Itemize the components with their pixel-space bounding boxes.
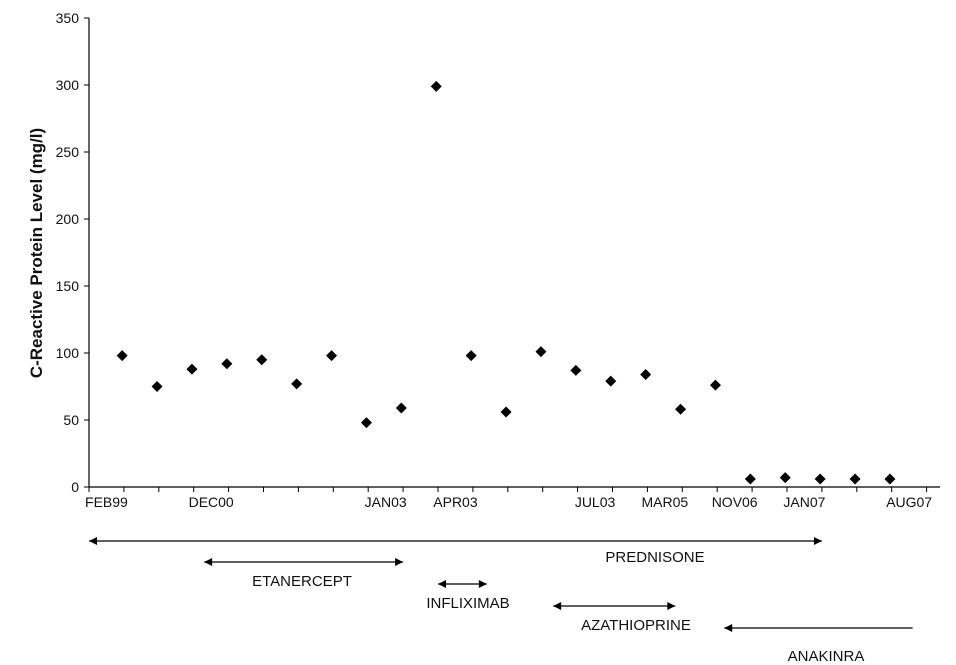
arrow-head bbox=[89, 537, 97, 545]
y-tick-label: 300 bbox=[56, 77, 80, 93]
data-points bbox=[116, 80, 896, 485]
y-ticks: 0 50 100 150 200 250 300 350 bbox=[56, 10, 89, 495]
y-tick-label: 100 bbox=[56, 345, 80, 361]
x-ticks: FEB99 DEC00 JAN03 APR03 JUL03 MAR05 NOV06 JAN07… bbox=[85, 487, 932, 510]
arrow-head bbox=[813, 537, 822, 545]
treatment-label: AZATHIOPRINE bbox=[581, 617, 691, 634]
data-point bbox=[291, 378, 303, 390]
data-point bbox=[430, 80, 442, 92]
y-tick-label: 200 bbox=[56, 211, 80, 227]
data-point bbox=[535, 346, 547, 358]
arrow-head bbox=[724, 624, 733, 632]
arrow-head bbox=[478, 580, 487, 588]
arrow-head bbox=[395, 558, 404, 566]
data-point bbox=[675, 403, 687, 415]
arrow-head bbox=[553, 602, 562, 610]
arrow-head bbox=[667, 602, 676, 610]
data-point bbox=[779, 472, 791, 484]
data-point bbox=[500, 406, 512, 418]
data-point bbox=[151, 381, 163, 392]
y-axis-label: C-Reactive Protein Level (mg/l) bbox=[27, 128, 46, 378]
data-point bbox=[814, 473, 826, 485]
x-tick-label: MAR05 bbox=[642, 494, 689, 510]
treatment-label: INFLIXIMAB bbox=[426, 595, 509, 612]
data-point bbox=[395, 402, 407, 414]
treatment-label: ETANERCEPT bbox=[252, 573, 352, 590]
data-point bbox=[570, 364, 582, 376]
y-tick-label: 50 bbox=[63, 412, 79, 428]
y-tick-label: 150 bbox=[56, 278, 80, 294]
data-point bbox=[709, 379, 721, 391]
data-point bbox=[465, 350, 477, 362]
data-point bbox=[849, 473, 861, 485]
data-point bbox=[884, 473, 896, 485]
data-point bbox=[256, 354, 268, 366]
treatment-label: ANAKINRA bbox=[788, 648, 865, 665]
y-tick-label: 250 bbox=[56, 144, 80, 160]
data-point bbox=[744, 473, 756, 485]
x-tick-label: AUG07 bbox=[886, 494, 932, 510]
data-point bbox=[605, 375, 617, 387]
data-point bbox=[116, 350, 128, 362]
data-point bbox=[186, 363, 198, 375]
x-tick-label: JUL03 bbox=[575, 494, 616, 510]
y-tick-label: 350 bbox=[56, 10, 80, 26]
x-tick-label: JAN07 bbox=[783, 494, 825, 510]
data-point bbox=[640, 368, 652, 380]
x-tick-label: JAN03 bbox=[365, 494, 407, 510]
data-point bbox=[326, 350, 338, 362]
axes bbox=[88, 18, 940, 488]
x-tick-label: APR03 bbox=[433, 494, 478, 510]
treatment-label: PREDNISONE bbox=[605, 549, 704, 566]
treatment-timeline: PREDNISONE ETANERCEPT INFLIXIMAB AZATHIOPRI… bbox=[89, 537, 913, 665]
arrow-head bbox=[204, 558, 213, 566]
x-tick-label: NOV06 bbox=[712, 494, 758, 510]
data-point bbox=[221, 358, 233, 370]
x-tick-label: FEB99 bbox=[85, 494, 128, 510]
x-tick-label: DEC00 bbox=[189, 494, 234, 510]
y-tick-label: 0 bbox=[71, 479, 79, 495]
arrow-head bbox=[438, 580, 446, 588]
data-point bbox=[360, 417, 372, 429]
